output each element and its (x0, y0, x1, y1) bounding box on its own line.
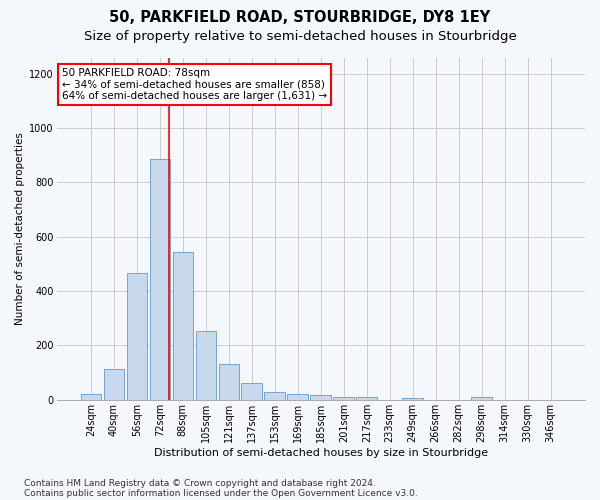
Bar (241, 382, 262, 400)
Text: 50 PARKFIELD ROAD: 78sqm
← 34% of semi-detached houses are smaller (858)
64% of : 50 PARKFIELD ROAD: 78sqm ← 34% of semi-d… (62, 68, 327, 101)
Bar (472, 396, 492, 400)
Bar (80, 394, 101, 400)
Bar (104, 368, 124, 400)
Bar (310, 395, 331, 400)
Bar (334, 397, 354, 400)
Bar (149, 160, 170, 400)
Bar (173, 252, 193, 400)
Bar (127, 274, 147, 400)
Text: Contains HM Land Registry data © Crown copyright and database right 2024.: Contains HM Land Registry data © Crown c… (24, 478, 376, 488)
Text: Contains public sector information licensed under the Open Government Licence v3: Contains public sector information licen… (24, 488, 418, 498)
Bar (403, 398, 423, 400)
Bar (218, 364, 239, 400)
Bar (265, 392, 285, 400)
Bar (287, 394, 308, 400)
X-axis label: Distribution of semi-detached houses by size in Stourbridge: Distribution of semi-detached houses by … (154, 448, 488, 458)
Text: 50, PARKFIELD ROAD, STOURBRIDGE, DY8 1EY: 50, PARKFIELD ROAD, STOURBRIDGE, DY8 1EY (109, 10, 491, 25)
Bar (356, 396, 377, 400)
Text: Size of property relative to semi-detached houses in Stourbridge: Size of property relative to semi-detach… (83, 30, 517, 43)
Y-axis label: Number of semi-detached properties: Number of semi-detached properties (15, 132, 25, 325)
Bar (196, 330, 216, 400)
